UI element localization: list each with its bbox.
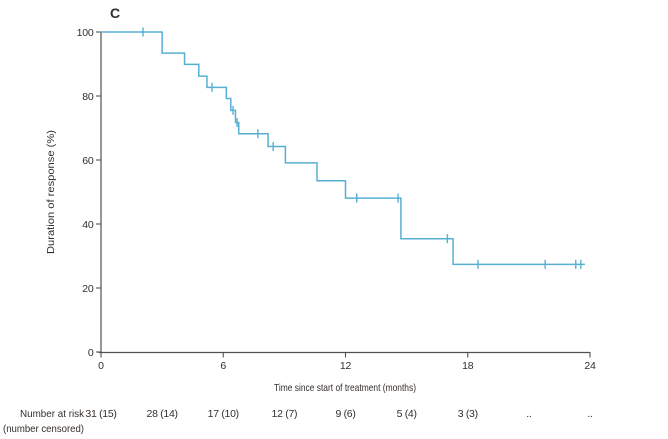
axes: 0 20 40 60 80 100 0 6 12 18 24 bbox=[77, 27, 597, 372]
x-tick-label: 24 bbox=[584, 360, 596, 372]
x-axis-title: Time since start of treatment (months) bbox=[274, 382, 416, 394]
number-at-risk-label: Number at risk bbox=[20, 408, 85, 420]
risk-value: .. bbox=[526, 408, 531, 420]
risk-value: 3 (3) bbox=[458, 408, 478, 420]
risk-value: 28 (14) bbox=[147, 408, 178, 420]
y-tick-label: 60 bbox=[82, 155, 94, 167]
y-axis-title: Duration of response (%) bbox=[45, 130, 57, 254]
y-tick-label: 80 bbox=[82, 91, 94, 103]
x-tick-label: 6 bbox=[220, 360, 226, 372]
risk-value: 31 (15) bbox=[85, 408, 116, 420]
risk-value: .. bbox=[587, 408, 592, 420]
y-tick-label: 20 bbox=[82, 283, 94, 295]
risk-value: 9 (6) bbox=[335, 408, 355, 420]
y-tick-label: 100 bbox=[77, 27, 94, 39]
number-censored-label: (number censored) bbox=[3, 423, 84, 435]
y-tick-label: 40 bbox=[82, 219, 94, 231]
x-tick-label: 18 bbox=[462, 360, 474, 372]
risk-value: 5 (4) bbox=[397, 408, 417, 420]
km-step-line bbox=[101, 31, 585, 266]
panel-label: C bbox=[110, 5, 120, 21]
survival-curve bbox=[101, 27, 585, 269]
number-at-risk-row: 31 (15) 28 (14) 17 (10) 12 (7) 9 (6) 5 (4) 3 (… bbox=[85, 408, 593, 420]
x-tick-label: 12 bbox=[340, 360, 352, 372]
risk-value: 17 (10) bbox=[208, 408, 239, 420]
risk-value: 12 (7) bbox=[272, 408, 298, 420]
y-tick-label: 0 bbox=[88, 347, 94, 359]
x-tick-label: 0 bbox=[98, 360, 104, 372]
